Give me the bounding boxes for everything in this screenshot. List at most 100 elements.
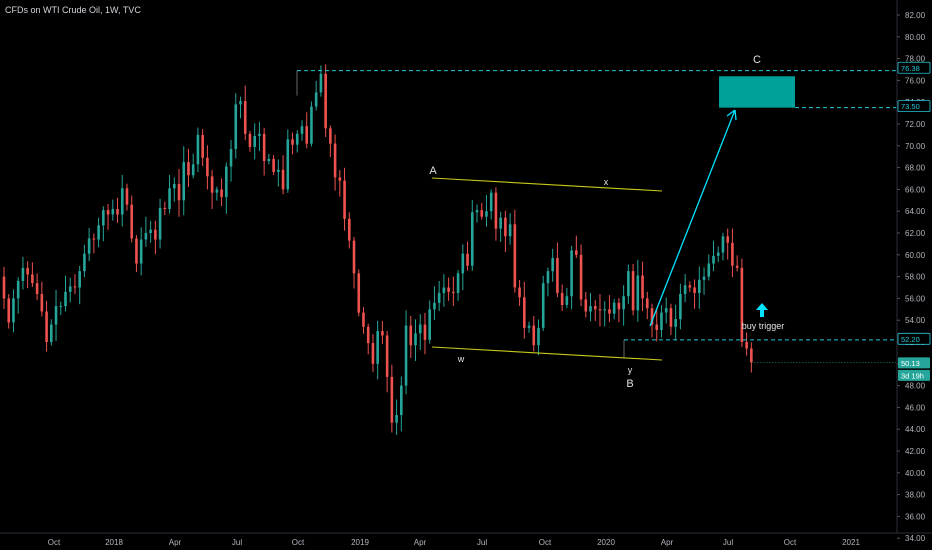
candle-body bbox=[650, 308, 654, 325]
x-tick-label: 2020 bbox=[597, 538, 615, 547]
y-tick-label: 54.00 bbox=[905, 316, 926, 325]
y-tick-label: 58.00 bbox=[905, 273, 926, 282]
candle-body bbox=[125, 188, 129, 205]
y-tick-label: 70.00 bbox=[905, 142, 926, 151]
price-badge-label: 52.20 bbox=[901, 335, 920, 344]
candle-body bbox=[258, 133, 261, 136]
candle-body bbox=[319, 73, 323, 93]
candle-body bbox=[508, 224, 512, 237]
candle-body bbox=[418, 324, 422, 334]
candle-body bbox=[679, 294, 682, 320]
candle-body bbox=[513, 224, 517, 288]
candle-body bbox=[598, 309, 602, 311]
channel-upper-line[interactable] bbox=[431, 177, 663, 192]
candle-body bbox=[461, 253, 465, 274]
candle-body bbox=[220, 189, 223, 198]
candle-body bbox=[21, 267, 25, 281]
candle-body bbox=[664, 308, 668, 313]
candle-body bbox=[272, 158, 275, 172]
candle-body bbox=[35, 283, 39, 295]
x-tick-label: 2018 bbox=[105, 538, 123, 547]
x-tick-label: Jul bbox=[723, 538, 733, 547]
candle-body bbox=[669, 308, 673, 327]
candle-body bbox=[707, 263, 711, 277]
price-badge-target-low bbox=[897, 100, 931, 113]
candle-body bbox=[97, 225, 100, 240]
candle-body bbox=[575, 250, 578, 255]
candle-body bbox=[310, 106, 313, 144]
annotation-wave-x[interactable]: x bbox=[604, 177, 609, 187]
candle-body bbox=[475, 210, 479, 213]
candle-body bbox=[281, 169, 285, 190]
y-tick-label: 34.00 bbox=[905, 534, 926, 543]
candle-body bbox=[196, 134, 200, 165]
candle-body bbox=[92, 238, 96, 240]
y-tick-label: 56.00 bbox=[905, 294, 926, 303]
candle-body bbox=[698, 279, 701, 293]
candle-body bbox=[660, 312, 663, 331]
candle-body bbox=[622, 296, 625, 310]
y-tick-label: 76.00 bbox=[905, 76, 926, 85]
candle-body bbox=[59, 306, 63, 308]
candle-body bbox=[452, 291, 455, 293]
candle-body bbox=[437, 292, 441, 303]
candle-body bbox=[111, 209, 115, 215]
x-tick-label: Apr bbox=[414, 538, 427, 547]
y-tick-label: 78.00 bbox=[905, 55, 926, 64]
candle-body bbox=[366, 326, 370, 344]
candle-body bbox=[338, 177, 342, 181]
candle-body bbox=[466, 253, 469, 266]
candle-body bbox=[735, 265, 739, 268]
candle-body bbox=[50, 324, 53, 342]
x-tick-label: Jul bbox=[232, 538, 242, 547]
candle-body bbox=[262, 133, 266, 162]
candle-body bbox=[324, 73, 327, 129]
candle-body bbox=[409, 325, 413, 346]
candle-body bbox=[683, 285, 687, 295]
price-badges: 76.38 73.50 52.20 50.13 3d 19h bbox=[897, 61, 931, 381]
candle-body bbox=[404, 325, 408, 386]
x-axis: Oct 2018 Apr Jul Oct 2019 Apr Jul Oct 2020 Apr Jul O… bbox=[48, 538, 861, 547]
annotation-wave-y[interactable]: y bbox=[628, 365, 633, 375]
y-tick-label: 64.00 bbox=[905, 207, 926, 216]
target-zone[interactable] bbox=[719, 76, 795, 108]
candle-body bbox=[428, 309, 431, 340]
candle-body bbox=[83, 253, 86, 272]
candle-body bbox=[570, 250, 573, 297]
candle-body bbox=[286, 139, 290, 190]
candle-body bbox=[177, 183, 181, 201]
candle-body bbox=[229, 149, 233, 167]
candle-body bbox=[314, 92, 318, 107]
candle-body bbox=[73, 286, 77, 288]
candle-body bbox=[721, 236, 725, 253]
candle-body bbox=[40, 294, 44, 312]
candle-body bbox=[400, 385, 403, 416]
annotation-wave-B[interactable]: B bbox=[626, 378, 633, 390]
annotation-wave-w[interactable]: w bbox=[457, 354, 465, 364]
candle-body bbox=[702, 276, 706, 280]
projection-arrow-line[interactable] bbox=[649, 109, 736, 327]
price-badge-label: 3d 19h bbox=[901, 371, 924, 380]
candle-body bbox=[603, 309, 607, 311]
price-badge-last-price bbox=[898, 357, 930, 369]
y-tick-label: 82.00 bbox=[905, 11, 926, 20]
candle-body bbox=[54, 306, 58, 325]
candle-body bbox=[414, 333, 417, 346]
candle-body bbox=[726, 236, 729, 243]
annotation-buy-trigger[interactable]: buy trigger bbox=[742, 321, 785, 331]
candle-body bbox=[7, 298, 11, 323]
annotation-wave-A[interactable]: A bbox=[429, 165, 437, 177]
candle-body bbox=[191, 164, 195, 176]
candle-body bbox=[239, 101, 242, 105]
candle-body bbox=[617, 302, 621, 310]
candle-body bbox=[291, 139, 294, 145]
candle-body bbox=[144, 233, 148, 240]
chart-title: CFDs on WTI Crude Oil, 1W, TVC bbox=[5, 5, 141, 15]
channel-lower-line[interactable] bbox=[431, 346, 663, 361]
candle-body bbox=[154, 229, 157, 240]
candle-body bbox=[731, 242, 734, 266]
annotation-wave-C[interactable]: C bbox=[753, 54, 761, 66]
projection-arrow-head bbox=[726, 109, 737, 121]
